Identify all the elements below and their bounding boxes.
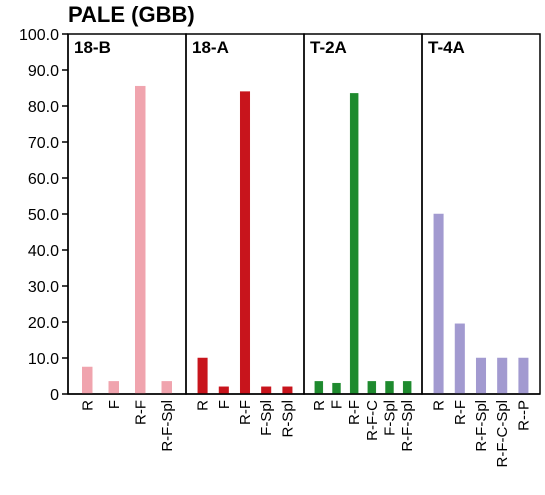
x-tick-label: R-F-C: [364, 400, 381, 441]
x-tick-label: R: [79, 400, 96, 411]
y-tick-label: 50.0: [28, 207, 59, 224]
bar: [108, 381, 119, 395]
x-tick-label: R: [195, 400, 212, 411]
x-tick-label: R-F: [237, 400, 254, 425]
x-tick-label: R-F: [452, 400, 469, 425]
x-tick-label: R: [431, 400, 448, 411]
bar: [497, 357, 508, 395]
chart-title: PALE (GBB): [68, 2, 195, 27]
bar: [454, 323, 465, 395]
panel-frame: [303, 33, 423, 395]
y-tick-label: 20.0: [28, 315, 59, 332]
x-tick-label: F-Spl: [382, 400, 399, 436]
bar: [218, 386, 229, 395]
bar: [367, 381, 377, 395]
bar: [197, 357, 208, 395]
x-tick-label: F: [216, 400, 233, 409]
bar: [282, 386, 293, 395]
x-tick-label: F: [329, 400, 346, 409]
bar: [261, 386, 272, 395]
x-tick-label: R-F-Spl: [159, 400, 176, 452]
bar: [82, 366, 93, 395]
bar: [161, 381, 172, 395]
panel-frame: [67, 33, 187, 395]
y-tick-label: 90.0: [28, 63, 59, 80]
panel-label: 18-B: [74, 38, 111, 57]
x-tick-label: R-F-Spl: [473, 400, 490, 452]
bar: [349, 93, 359, 395]
y-tick-label: 40.0: [28, 243, 59, 260]
x-tick-label: F: [106, 400, 123, 409]
x-tick-label: R--P: [515, 400, 532, 431]
bar: [332, 382, 341, 395]
panel-label: T-4A: [428, 38, 465, 57]
bar: [314, 381, 324, 395]
y-tick-label: 80.0: [28, 99, 59, 116]
x-tick-label: R: [311, 400, 328, 411]
bar: [135, 85, 146, 395]
y-tick-label: 30.0: [28, 279, 59, 296]
x-tick-label: F-Spl: [258, 400, 275, 436]
bar: [518, 357, 529, 395]
x-tick-label: R-F-Spl: [399, 400, 416, 452]
x-tick-label: R-F: [346, 400, 363, 425]
panel-label: 18-A: [192, 38, 229, 57]
panel-label: T-2A: [310, 38, 347, 57]
bar: [239, 91, 251, 395]
y-tick-label: 60.0: [28, 171, 59, 188]
y-tick-label: 0: [50, 387, 59, 404]
y-tick-label: 100.0: [19, 27, 59, 44]
bar: [475, 357, 487, 395]
y-tick-label: 70.0: [28, 135, 59, 152]
bar: [402, 381, 412, 395]
y-tick-label: 10.0: [28, 351, 59, 368]
x-tick-label: R-Spl: [279, 400, 296, 438]
x-tick-label: R-F: [132, 400, 149, 425]
bar: [385, 381, 394, 395]
x-tick-label: R-F-C-Spl: [494, 400, 511, 468]
bar: [433, 213, 444, 395]
